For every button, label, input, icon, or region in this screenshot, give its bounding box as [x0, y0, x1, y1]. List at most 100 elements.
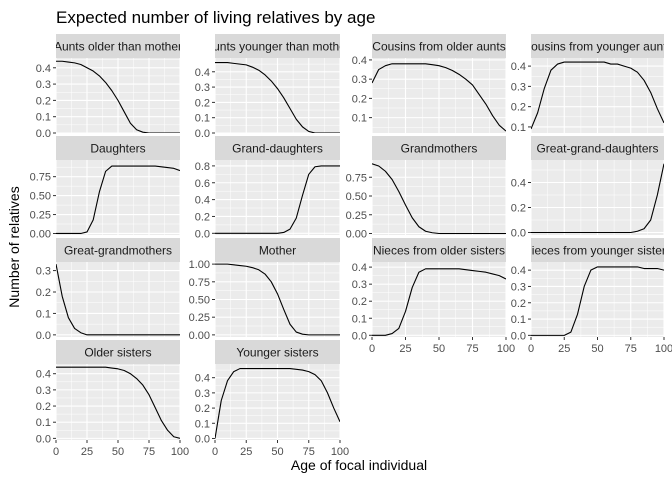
- facet-strip-label: Nieces from older sisters: [373, 244, 505, 258]
- y-tick-label: 0.2: [195, 211, 210, 223]
- y-tick-label: 0.3: [195, 82, 210, 94]
- x-tick-label: 50: [433, 343, 445, 355]
- x-tick-label: 25: [399, 343, 411, 355]
- facet-strip-label: Younger sisters: [236, 346, 318, 360]
- series-line: [215, 62, 340, 133]
- facet-grandmothers: Grandmothers 0.00 0.25 0.50 0.75: [346, 136, 507, 241]
- y-tick-label: 0.2: [511, 298, 526, 310]
- facet-strip: [372, 136, 506, 160]
- y-tick-label: 0.2: [36, 95, 51, 107]
- y-tick-label: 0.1: [511, 314, 526, 326]
- facet-strip: [56, 238, 180, 262]
- series-line: [531, 61, 664, 130]
- facet-strip: [215, 340, 340, 364]
- series-line: [372, 268, 506, 336]
- y-tick-label: 0.4: [511, 178, 526, 190]
- facet-strip: [215, 34, 340, 58]
- y-tick-label: 0.75: [346, 172, 367, 184]
- facet-strip: [531, 238, 664, 262]
- y-tick-label: 0.1: [352, 313, 367, 325]
- y-tick-label: 0.00: [30, 228, 51, 240]
- y-tick-label: 0.1: [511, 122, 526, 134]
- y-tick-label: 0.4: [195, 373, 210, 385]
- y-tick-label: 0.3: [36, 79, 51, 91]
- facet-aunts-older-than-mother: Aunts older than mother 0.0 0.1 0.2 0.3 0.4: [36, 34, 181, 140]
- facet-strip-label: Older sisters: [84, 346, 151, 360]
- y-tick-label: 0.3: [195, 388, 210, 400]
- y-tick-label: 0.0: [195, 433, 210, 445]
- y-tick-label: 0.2: [511, 102, 526, 114]
- chart-title: Expected number of living relatives by a…: [56, 8, 375, 27]
- facet-nieces-from-younger-sisters: Nieces from younger sisters 0.0 0.1 0.2 0.3 0…: [511, 238, 672, 355]
- facet-strip: [531, 34, 664, 58]
- y-tick-label: 0.4: [511, 265, 526, 277]
- facet-strip: [372, 238, 506, 262]
- y-tick-label: 0.0: [195, 228, 210, 240]
- x-tick-label: 100: [171, 446, 189, 458]
- facet-mother: Mother 0.00 0.25 0.50 0.75 1.00: [189, 238, 341, 342]
- facet-younger-sisters: Younger sisters 0.0 0.1 0.2 0.3 0.4 0 25 50 75 100: [195, 340, 349, 458]
- y-tick-label: 0.25: [30, 210, 51, 222]
- y-tick-label: 0.4: [352, 55, 367, 67]
- y-tick-label: 0.3: [352, 279, 367, 291]
- x-tick-label: 100: [655, 343, 672, 355]
- facet-strip-label: Grand-daughters: [232, 142, 323, 156]
- x-tick-label: 100: [497, 343, 515, 355]
- series-line: [215, 263, 340, 336]
- y-tick-label: 0.8: [195, 161, 210, 173]
- facet-strip-label: Nieces from younger sisters: [523, 244, 672, 258]
- y-tick-label: 0.3: [36, 266, 51, 278]
- series-line: [531, 163, 664, 234]
- facet-older-sisters: Older sisters 0.0 0.1 0.2 0.3 0.4 0 25 50 75 100: [36, 340, 189, 458]
- facet-strip: [215, 238, 340, 262]
- facet-strip-label: Great-grandmothers: [64, 244, 172, 258]
- y-tick-label: 0.3: [511, 281, 526, 293]
- facet-strip-label: Cousins from older aunts: [372, 40, 505, 54]
- y-tick-label: 0.0: [511, 228, 526, 240]
- facet-strip-label: Daughters: [90, 142, 145, 156]
- y-tick-label: 0.50: [189, 295, 210, 307]
- y-tick-label: 0.4: [36, 369, 51, 381]
- y-tick-label: 0.0: [511, 330, 526, 342]
- facet-strip: [56, 34, 180, 58]
- y-tick-label: 0.2: [352, 93, 367, 105]
- facet-strip: [56, 340, 180, 364]
- y-tick-label: 0.50: [30, 191, 51, 203]
- facet-aunts-younger-than-mother: Aunts younger than mother 0.0 0.1 0.2 0.3 0.4: [195, 34, 350, 140]
- y-tick-label: 0.1: [352, 113, 367, 125]
- y-tick-label: 0.6: [195, 178, 210, 190]
- x-tick-label: 75: [625, 343, 637, 355]
- series-line: [56, 60, 180, 133]
- y-tick-label: 0.25: [189, 312, 210, 324]
- x-tick-label: 0: [369, 343, 375, 355]
- y-tick-label: 0.2: [511, 203, 526, 215]
- y-tick-label: 0.3: [352, 74, 367, 86]
- y-tick-label: 0.4: [36, 63, 51, 75]
- y-tick-label: 0.1: [195, 418, 210, 430]
- y-tick-label: 0.4: [511, 61, 526, 73]
- series-line: [56, 165, 180, 235]
- y-tick-label: 0.25: [346, 210, 367, 222]
- x-tick-label: 75: [466, 343, 478, 355]
- y-tick-label: 0.0: [36, 433, 51, 445]
- y-tick-label: 1.00: [189, 259, 210, 271]
- series-line: [56, 366, 180, 439]
- y-tick-label: 0.1: [36, 112, 51, 124]
- x-tick-label: 75: [303, 446, 315, 458]
- y-tick-label: 0.50: [346, 191, 367, 203]
- y-tick-label: 0.4: [195, 67, 210, 79]
- facet-strip: [531, 136, 664, 160]
- facet-nieces-from-older-sisters: Nieces from older sisters 0.0 0.1 0.2 0.3 0.4…: [352, 238, 515, 355]
- y-tick-label: 0.3: [36, 385, 51, 397]
- y-tick-label: 0.2: [195, 403, 210, 415]
- facet-strip-label: Aunts younger than mother: [205, 40, 350, 54]
- y-tick-label: 0.2: [36, 401, 51, 413]
- y-tick-label: 0.00: [189, 330, 210, 342]
- series-line: [215, 165, 340, 234]
- y-tick-label: 0.2: [36, 287, 51, 299]
- facet-great-grandmothers: Great-grandmothers 0.0 0.1 0.2 0.3: [36, 238, 181, 342]
- facet-daughters: Daughters 0.00 0.25 0.50 0.75: [30, 136, 181, 240]
- facet-panels: Aunts older than mother0.00.10.20.30.4Au…: [30, 34, 672, 458]
- y-tick-label: 0.0: [36, 330, 51, 342]
- facet-strip-label: Grandmothers: [401, 142, 478, 156]
